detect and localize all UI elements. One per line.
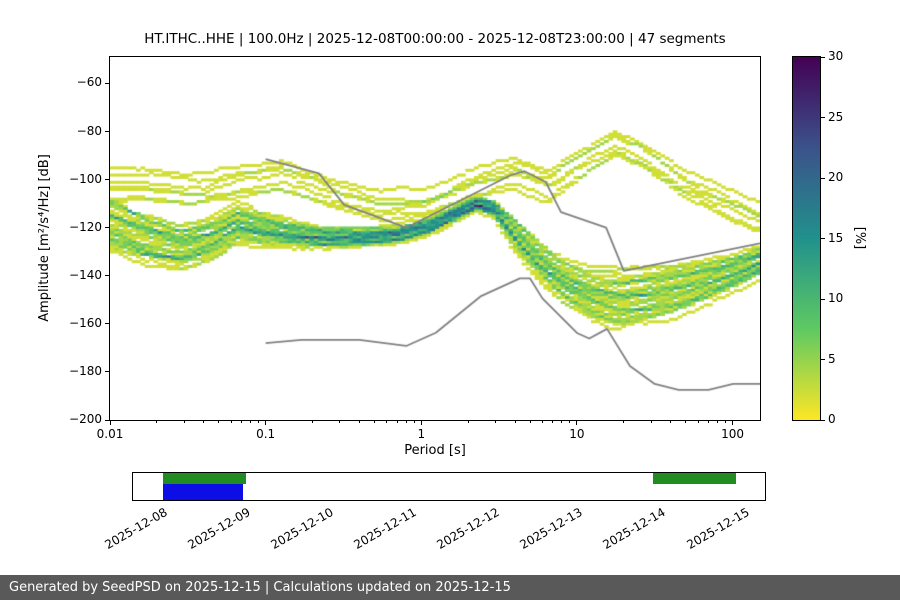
timeline-coverage-bar [652,473,736,484]
colorbar-tick-mark [821,359,825,360]
timeline-date-label: 2025-12-10 [268,505,336,552]
x-tick-label: 100 [721,427,745,441]
colorbar-tick-label: 15 [828,230,844,245]
x-minor-tick-mark [218,421,220,423]
colorbar-gradient [793,57,820,420]
timeline-date-label: 2025-12-11 [351,505,420,552]
x-minor-tick-mark [552,421,554,423]
y-tick-label: −80 [76,123,102,138]
timeline-date-label: 2025-12-15 [683,505,752,552]
x-minor-tick-mark [413,421,415,423]
x-minor-tick-mark [258,421,260,423]
x-minor-tick-mark [724,421,726,423]
timeline-date-label: 2025-12-09 [185,505,253,552]
y-tick-label: −180 [69,363,102,378]
colorbar-tick-mark [821,298,825,300]
colorbar-tick-mark [821,177,825,179]
x-minor-tick-mark [230,421,232,423]
colorbar-tick-label: 5 [828,351,836,366]
x-minor-tick-mark [250,421,252,423]
x-minor-tick-mark [685,421,687,423]
x-minor-tick-mark [339,421,341,423]
x-axis-label: Period [s] [404,443,466,458]
x-minor-tick-mark [529,421,531,423]
x-tick-mark [420,421,422,425]
psd-histogram-canvas [110,57,760,420]
plot-area [109,56,761,421]
timeline-selection-bar [162,484,243,500]
timeline-date-label: 2025-12-14 [600,505,669,552]
colorbar-tick-label: 20 [828,170,844,184]
y-tick-label: −120 [69,219,102,234]
footer: Generated by SeedPSD on 2025-12-15 | Cal… [0,575,900,600]
y-tick-mark [105,179,109,181]
x-minor-tick-mark [183,421,185,423]
x-minor-tick-mark [514,421,516,423]
x-minor-tick-mark [623,421,625,423]
x-tick-label: 0.1 [256,427,276,441]
y-tick-label: −140 [69,267,102,282]
x-minor-tick-mark [203,421,205,423]
x-tick-mark [576,421,578,425]
timeline-date-label: 2025-12-08 [102,505,170,552]
x-minor-tick-mark [561,421,563,423]
y-tick-mark [105,419,109,421]
x-minor-tick-mark [495,421,497,423]
x-minor-tick-mark [569,421,571,423]
x-minor-tick-mark [386,421,388,423]
x-minor-tick-mark [467,421,469,423]
y-tick-label: −200 [69,412,102,426]
y-tick-label: −100 [69,171,102,186]
x-minor-tick-mark [541,421,543,423]
x-tick-label: 0.01 [96,427,124,441]
y-tick-mark [105,275,109,277]
y-tick-mark [105,131,109,133]
x-minor-tick-mark [156,421,158,423]
x-minor-tick-mark [650,421,652,423]
x-minor-tick-mark [717,421,718,423]
colorbar-tick-label: 0 [828,412,836,426]
x-minor-tick-mark [312,421,313,423]
timeline-date-label: 2025-12-12 [434,505,503,552]
x-minor-tick-mark [707,421,709,423]
chart-title: HT.ITHC..HHE | 100.0Hz | 2025-12-08T00:0… [144,31,726,47]
x-minor-tick-mark [358,421,360,423]
x-tick-label: 1 [417,427,426,441]
colorbar-tick-label: 25 [828,109,844,124]
y-tick-label: −60 [76,75,102,90]
x-minor-tick-mark [405,421,407,423]
y-tick-mark [105,82,109,84]
x-tick-label: 10 [569,427,585,441]
y-tick-mark [105,371,109,373]
x-minor-tick-mark [373,421,375,423]
x-minor-tick-mark [697,421,699,423]
y-tick-mark [105,227,109,229]
colorbar-tick-mark [821,419,825,421]
y-tick-mark [105,323,109,325]
colorbar-tick-mark [821,238,825,239]
x-minor-tick-mark [670,421,672,423]
timeline-box [132,472,766,501]
x-minor-tick-mark [396,421,398,423]
colorbar-tick-mark [821,117,825,118]
colorbar [792,56,821,421]
x-minor-tick-mark [241,421,243,423]
colorbar-tick-label: 30 [828,49,844,63]
x-tick-mark [265,421,267,425]
y-tick-label: −160 [69,315,102,330]
timeline-date-label: 2025-12-13 [517,505,586,552]
x-tick-mark [109,421,111,425]
timeline-coverage-bar [162,473,246,484]
colorbar-tick-mark [821,56,825,58]
colorbar-tick-label: 10 [828,291,844,305]
x-tick-mark [732,421,734,425]
